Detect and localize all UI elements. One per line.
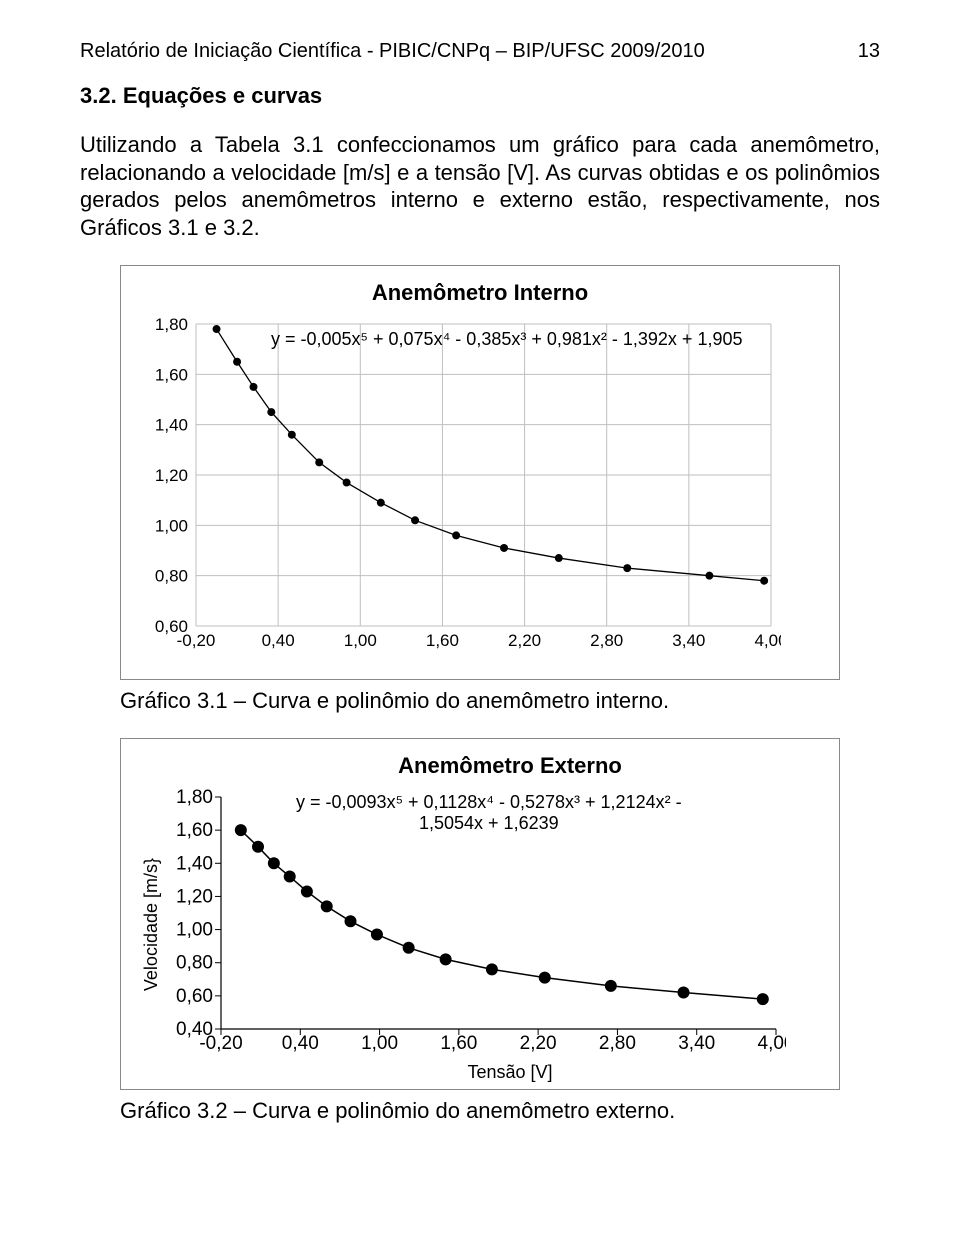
page-header: Relatório de Iniciação Científica - PIBI… <box>80 40 880 63</box>
svg-text:0,80: 0,80 <box>176 953 213 974</box>
svg-text:1,60: 1,60 <box>176 820 213 841</box>
svg-text:1,60: 1,60 <box>426 631 459 650</box>
chart2-title: Anemômetro Externo <box>201 753 819 779</box>
svg-text:1,20: 1,20 <box>176 886 213 907</box>
chart2-caption: Gráfico 3.2 – Curva e polinômio do anemô… <box>120 1098 840 1124</box>
chart2-xlabel: Tensão [V] <box>201 1062 819 1083</box>
svg-text:1,60: 1,60 <box>155 365 188 384</box>
svg-text:0,80: 0,80 <box>155 567 188 586</box>
chart1-title: Anemômetro Interno <box>141 280 819 306</box>
svg-text:0,60: 0,60 <box>176 986 213 1007</box>
chart1-svg: -0,200,401,001,602,202,803,404,000,600,8… <box>141 314 781 654</box>
chart-externo: Anemômetro Externo Velocidade [m/s} -0,2… <box>120 738 840 1090</box>
svg-text:1,00: 1,00 <box>344 631 377 650</box>
svg-text:0,40: 0,40 <box>176 1019 213 1040</box>
chart2-eq-line2: 1,5054x + 1,6239 <box>296 813 682 834</box>
chart1-caption: Gráfico 3.1 – Curva e polinômio do anemô… <box>120 688 840 714</box>
svg-text:1,40: 1,40 <box>176 853 213 874</box>
svg-text:3,40: 3,40 <box>678 1033 715 1054</box>
page-number: 13 <box>858 40 880 63</box>
svg-text:0,40: 0,40 <box>282 1033 319 1054</box>
svg-text:1,60: 1,60 <box>440 1033 477 1054</box>
header-left: Relatório de Iniciação Científica - PIBI… <box>80 40 705 63</box>
chart2-eq-line1: y = -0,0093x⁵ + 0,1128x⁴ - 0,5278x³ + 1,… <box>296 792 682 813</box>
svg-text:2,20: 2,20 <box>520 1033 557 1054</box>
svg-text:0,40: 0,40 <box>262 631 295 650</box>
chart1-equation: y = -0,005x⁵ + 0,075x⁴ - 0,385x³ + 0,981… <box>271 329 743 350</box>
section-heading: 3.2. Equações e curvas <box>80 83 880 109</box>
svg-text:2,80: 2,80 <box>590 631 623 650</box>
chart2-equation: y = -0,0093x⁵ + 0,1128x⁴ - 0,5278x³ + 1,… <box>296 792 682 834</box>
svg-text:2,20: 2,20 <box>508 631 541 650</box>
svg-text:1,80: 1,80 <box>155 315 188 334</box>
svg-text:1,80: 1,80 <box>176 787 213 808</box>
svg-text:4,00: 4,00 <box>758 1033 786 1054</box>
svg-text:1,40: 1,40 <box>155 416 188 435</box>
svg-text:1,20: 1,20 <box>155 466 188 485</box>
section-number: 3.2. <box>80 83 117 108</box>
svg-text:2,80: 2,80 <box>599 1033 636 1054</box>
svg-text:1,00: 1,00 <box>176 920 213 941</box>
chart2-ylabel: Velocidade [m/s} <box>141 858 162 991</box>
chart-interno: Anemômetro Interno -0,200,401,001,602,20… <box>120 265 840 680</box>
body-paragraph: Utilizando a Tabela 3.1 confeccionamos u… <box>80 131 880 241</box>
svg-text:1,00: 1,00 <box>361 1033 398 1054</box>
svg-text:3,40: 3,40 <box>672 631 705 650</box>
svg-text:4,00: 4,00 <box>754 631 781 650</box>
svg-text:1,00: 1,00 <box>155 516 188 535</box>
svg-text:0,60: 0,60 <box>155 617 188 636</box>
section-title: Equações e curvas <box>123 83 322 108</box>
